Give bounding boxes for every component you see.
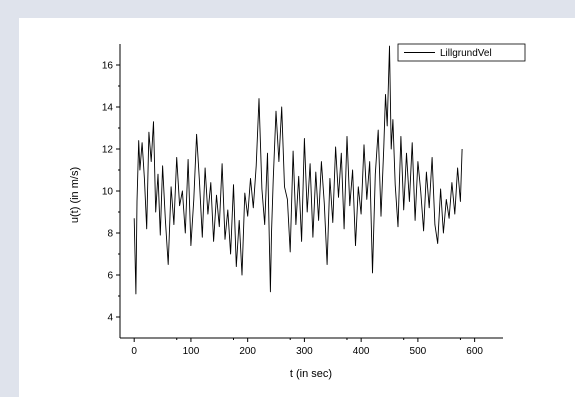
- legend: LillgrundVel: [397, 43, 526, 62]
- x-tick-label: 100: [183, 346, 200, 357]
- y-tick-label: 12: [102, 145, 114, 156]
- x-axis-title: t (in sec): [290, 368, 332, 380]
- y-tick-label: 14: [102, 103, 114, 114]
- x-tick-label: 200: [239, 346, 256, 357]
- legend-box: [397, 43, 526, 62]
- y-tick-label: 4: [107, 313, 113, 324]
- x-tick-label: 0: [131, 346, 137, 357]
- legend-label-lillgrundvel: LillgrundVel: [440, 48, 492, 59]
- series-line-lillgrundvel: [133, 45, 463, 295]
- y-axis-title: u(t) (in m/s): [69, 167, 81, 223]
- x-tick-label: 300: [296, 346, 313, 357]
- y-tick-label: 10: [102, 187, 114, 198]
- x-tick-label: 500: [410, 346, 427, 357]
- y-tick-label: 8: [107, 229, 113, 240]
- x-tick-label: 600: [466, 346, 483, 357]
- y-tick-label: 16: [102, 61, 114, 72]
- y-tick-label: 6: [107, 271, 113, 282]
- x-tick-label: 400: [353, 346, 370, 357]
